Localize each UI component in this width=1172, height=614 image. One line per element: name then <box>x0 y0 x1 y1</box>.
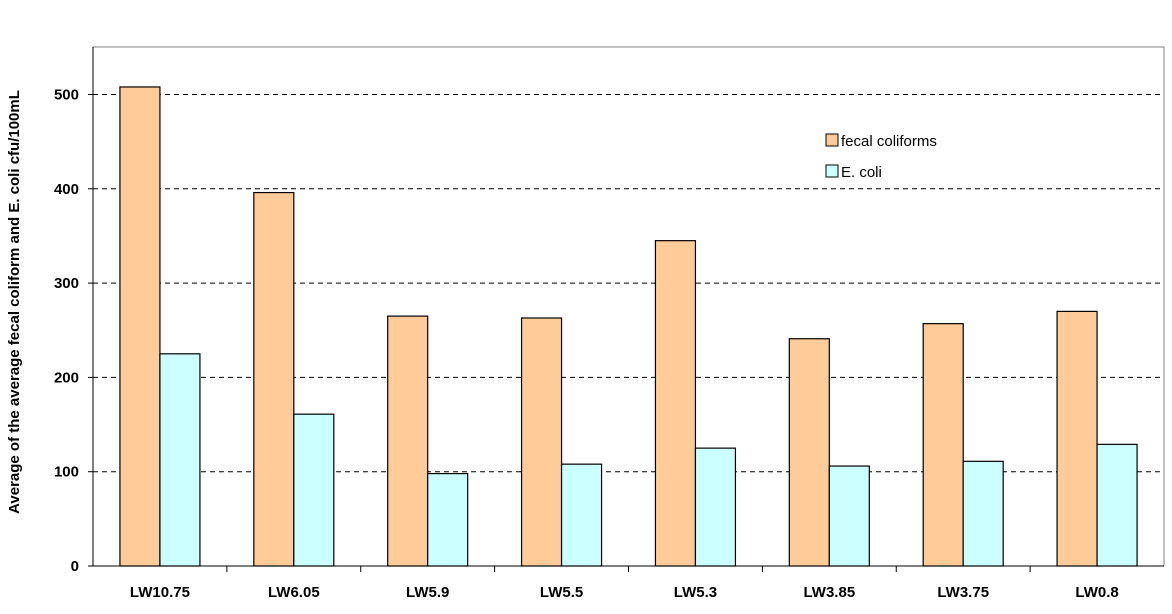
y-tick-label: 500 <box>54 87 79 104</box>
bar-e-coli <box>694 447 737 567</box>
bar-e-coli <box>560 463 603 567</box>
legend-label: E. coli <box>841 164 882 181</box>
x-tick-label: LW5.5 <box>540 584 583 601</box>
bar-e-coli <box>293 413 335 567</box>
bar-fecal-coliforms <box>788 338 830 567</box>
bar-fecal-coliforms <box>520 317 563 567</box>
y-tick-label: 0 <box>71 558 79 575</box>
x-tick-label: LW10.75 <box>130 584 190 601</box>
legend-swatch <box>825 133 839 147</box>
bar-e-coli <box>962 460 1004 567</box>
bar-e-coli <box>159 353 201 567</box>
x-tick-label: LW6.05 <box>268 584 320 601</box>
bar-fecal-coliforms <box>922 323 964 567</box>
y-tick-label: 100 <box>54 464 79 481</box>
bar-fecal-coliforms <box>1056 310 1098 567</box>
legend-label: fecal coliforms <box>841 133 937 150</box>
y-tick-label: 300 <box>54 275 79 292</box>
x-tick-label: LW3.85 <box>803 584 855 601</box>
bar-fecal-coliforms <box>654 240 697 567</box>
bar-fecal-coliforms <box>253 191 295 567</box>
y-axis-title: Average of the average fecal coliform an… <box>6 90 23 514</box>
bar-e-coli <box>1096 443 1138 567</box>
x-tick-label: LW5.9 <box>406 584 449 601</box>
bar-fecal-coliforms <box>387 315 429 567</box>
x-tick-label: LW3.75 <box>937 584 989 601</box>
x-tick-label: LW5.3 <box>674 584 717 601</box>
x-tick-label: LW0.8 <box>1075 584 1118 601</box>
y-tick-label: 400 <box>54 181 79 198</box>
bar-e-coli <box>828 465 870 567</box>
bar-fecal-coliforms <box>119 86 161 567</box>
legend-swatch <box>825 164 839 178</box>
y-tick-label: 200 <box>54 369 79 386</box>
bar-e-coli <box>427 472 469 567</box>
plot-area: 0 100 200 300 400 500 LW10.75 LW6.05 LW5.9 LW5.5 L… <box>54 46 1165 601</box>
